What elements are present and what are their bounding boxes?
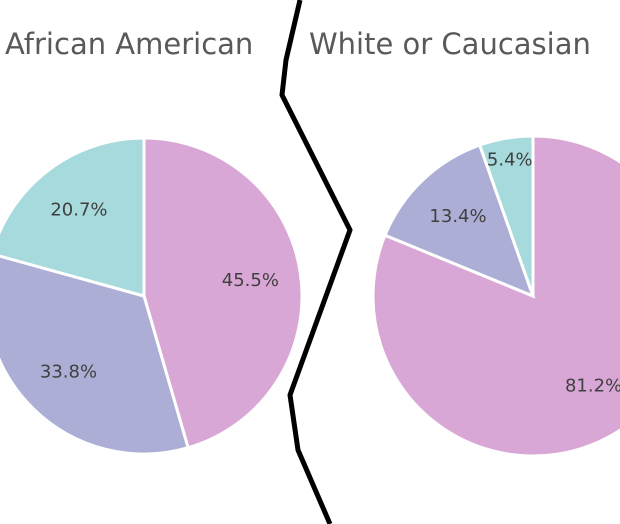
chart-title: White or Caucasian <box>309 27 591 61</box>
chart-title: African American <box>5 27 253 61</box>
pie-slice <box>477 134 535 297</box>
data-label: 81.2% <box>565 375 620 396</box>
pie-slice <box>142 136 304 450</box>
pie-slice <box>371 134 620 458</box>
pie-slice <box>0 136 146 298</box>
divider <box>279 0 353 524</box>
data-label: 45.5% <box>222 270 279 291</box>
data-label: 33.8% <box>40 361 97 382</box>
data-label: 5.4% <box>487 149 533 170</box>
data-label: 20.7% <box>50 199 107 220</box>
pie-slice <box>0 254 190 456</box>
pie-slice <box>383 143 536 299</box>
data-label: 13.4% <box>429 206 486 227</box>
charts: 45.5% 33.8% 20.7% 81.2% 13.4% 5.4% <box>0 134 620 458</box>
